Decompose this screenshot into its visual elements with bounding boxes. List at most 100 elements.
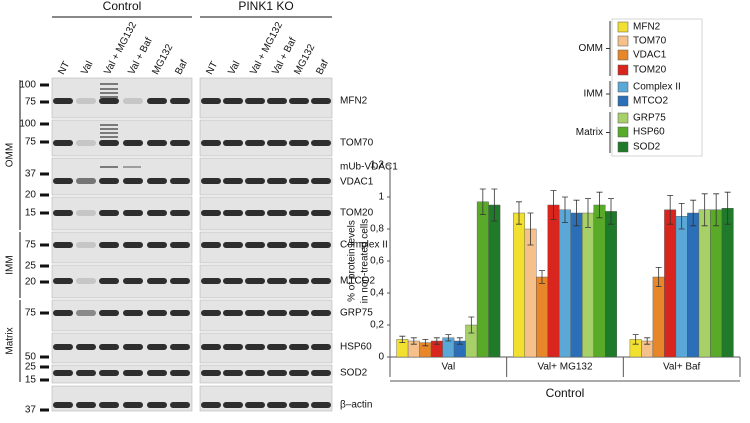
- bar: [664, 209, 677, 358]
- bar: [536, 276, 548, 358]
- legend-label: TOM70: [633, 36, 667, 47]
- band: [170, 402, 190, 408]
- band: [267, 344, 287, 350]
- bar: [710, 209, 723, 358]
- mw-marker: 25: [25, 362, 37, 373]
- legend-swatch: [617, 35, 629, 47]
- band: [53, 310, 73, 316]
- band: [311, 310, 331, 316]
- y-tick-label: 1,2: [370, 160, 384, 171]
- band: [99, 370, 119, 376]
- band: [267, 178, 287, 184]
- mw-tick: [40, 193, 49, 197]
- band: [223, 344, 243, 350]
- band: [123, 166, 141, 168]
- protein-label: TOM20: [340, 208, 374, 219]
- band: [100, 136, 118, 138]
- band: [100, 128, 118, 130]
- blot-panel: [51, 332, 193, 364]
- lane-label: Baf: [314, 58, 331, 77]
- band: [76, 98, 96, 104]
- protein-label: HSP60: [340, 342, 372, 353]
- protein-label: SOD2: [340, 368, 368, 379]
- legend-swatch: [617, 49, 629, 61]
- blot-panel: [51, 264, 193, 299]
- legend-swatch: [617, 64, 629, 76]
- bar: [476, 201, 489, 358]
- band: [289, 370, 309, 376]
- band: [53, 178, 73, 184]
- band: [223, 178, 243, 184]
- legend-label: HSP60: [633, 127, 665, 138]
- mw-tick: [40, 311, 49, 315]
- mw-marker: 50: [25, 352, 37, 363]
- band: [147, 344, 167, 350]
- band: [170, 242, 190, 248]
- band: [201, 278, 221, 284]
- error-bar: [585, 198, 591, 228]
- bar: [488, 204, 501, 358]
- band: [223, 310, 243, 316]
- legend-swatch: [617, 126, 629, 138]
- band: [53, 140, 73, 146]
- band: [99, 210, 119, 216]
- band: [289, 210, 309, 216]
- y-tick-label: 0: [378, 352, 384, 363]
- band: [99, 242, 119, 248]
- mw-marker: 25: [25, 261, 37, 272]
- legend-label: VDAC1: [633, 50, 667, 61]
- band: [311, 278, 331, 284]
- band: [201, 242, 221, 248]
- band: [311, 370, 331, 376]
- band: [289, 140, 309, 146]
- bar: [559, 209, 571, 358]
- blot-panel: [199, 364, 333, 384]
- band: [223, 98, 243, 104]
- band: [100, 92, 118, 94]
- blot-panel: [199, 231, 333, 264]
- legend-label: SOD2: [633, 142, 661, 153]
- band: [170, 310, 190, 316]
- mw-tick: [40, 100, 49, 104]
- y-tick-label: 0,4: [370, 288, 384, 299]
- band: [267, 140, 287, 146]
- legend-label: MFN2: [633, 22, 661, 33]
- band: [99, 98, 119, 104]
- blot-panel: [51, 364, 193, 384]
- legend-swatch: [617, 95, 629, 107]
- band: [201, 98, 221, 104]
- bar: [721, 207, 734, 358]
- band: [100, 88, 118, 90]
- band: [170, 344, 190, 350]
- band: [267, 242, 287, 248]
- error-bar: [667, 195, 674, 225]
- group-label: Control: [103, 0, 142, 13]
- y-tick-label: 0,2: [370, 320, 384, 331]
- mw-tick: [40, 243, 49, 247]
- band: [245, 344, 265, 350]
- band: [147, 278, 167, 284]
- band: [311, 98, 331, 104]
- band: [76, 402, 96, 408]
- legend-label: GRP75: [633, 113, 666, 124]
- band: [76, 242, 96, 248]
- band: [99, 178, 119, 184]
- legend-swatch: [617, 112, 629, 124]
- band: [223, 210, 243, 216]
- error-bar: [655, 267, 662, 287]
- band: [147, 370, 167, 376]
- mw-tick: [40, 355, 49, 359]
- blot-panel: [199, 119, 333, 157]
- band: [123, 98, 143, 104]
- band: [76, 140, 96, 146]
- band: [123, 140, 143, 146]
- band: [100, 83, 118, 85]
- mw-tick: [40, 140, 49, 144]
- band: [245, 402, 265, 408]
- mw-tick: [40, 280, 49, 284]
- mw-marker: 75: [25, 240, 37, 251]
- error-bar: [399, 335, 406, 343]
- protein-label: TOM70: [340, 138, 374, 149]
- error-bar: [690, 199, 697, 227]
